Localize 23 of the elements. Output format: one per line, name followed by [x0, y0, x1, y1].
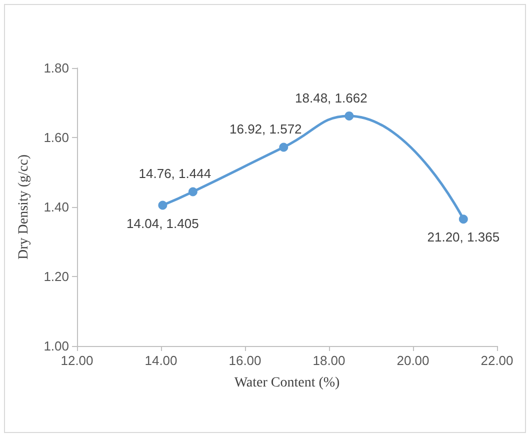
y-axis-title: Dry Density (g/cc) [16, 154, 32, 260]
y-tick-label: 1.40 [44, 200, 69, 214]
y-tick-label: 1.60 [44, 130, 69, 145]
x-tick-label: 22.00 [480, 353, 514, 368]
data-label: 16.92, 1.572 [229, 122, 302, 137]
y-tick-label: 1.80 [44, 60, 69, 76]
point [344, 111, 354, 120]
data-label: 21.20, 1.365 [427, 230, 500, 245]
point [188, 187, 198, 196]
y-tick-label: 1.00 [44, 338, 69, 354]
x-tick-label: 14.00 [144, 353, 178, 368]
x-tick-label: 20.00 [396, 353, 430, 368]
x-tick-label: 16.00 [228, 353, 262, 368]
data-label: 14.04, 1.405 [126, 216, 199, 231]
point [279, 142, 288, 152]
data-label: 14.76, 1.444 [138, 166, 212, 182]
x-tick-label: 12.00 [60, 353, 94, 368]
x-tick-label: 18.00 [312, 353, 346, 368]
y-tick-label: 1.20 [44, 269, 69, 284]
point [458, 214, 468, 224]
x-axis-title: Water Content (%) [234, 376, 340, 390]
point [158, 200, 168, 210]
data-label: 18.48, 1.662 [295, 90, 368, 106]
